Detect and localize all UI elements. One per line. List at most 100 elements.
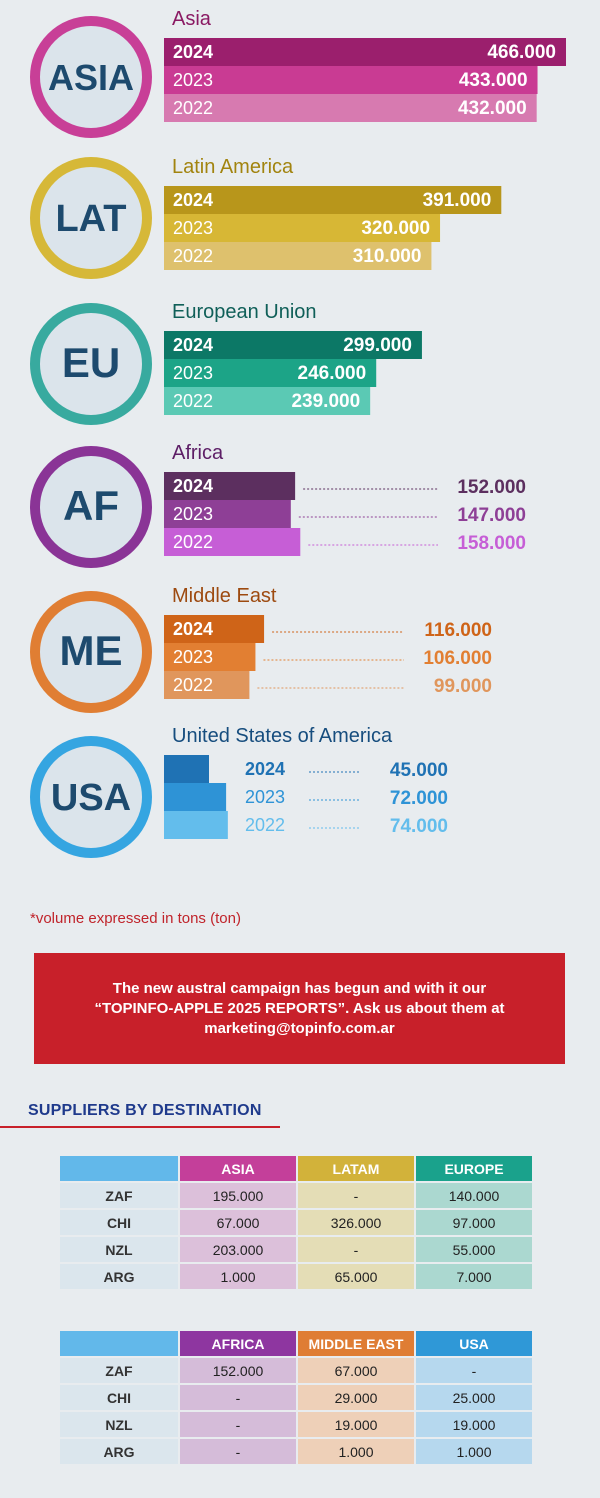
- region-name: Latin America: [172, 156, 294, 178]
- row-label: ZAF: [60, 1183, 178, 1208]
- row-label: NZL: [60, 1412, 178, 1437]
- table-cell: -: [298, 1237, 414, 1262]
- table-cell: 55.000: [416, 1237, 532, 1262]
- region-badge-label: LAT: [55, 198, 126, 240]
- banner-text: The new austral campaign has begun and w…: [94, 979, 505, 1037]
- bar-year-label: 2022: [173, 675, 213, 695]
- data-bar: [164, 94, 537, 122]
- bar-value-label: 310.000: [353, 246, 422, 267]
- bar-value-label: 391.000: [423, 190, 492, 211]
- region-badge-circle: [30, 303, 152, 425]
- data-bar: [164, 528, 301, 556]
- table-cell: 326.000: [298, 1210, 414, 1235]
- bar-value-label: 147.000: [457, 505, 526, 526]
- bar-year-label: 2023: [173, 218, 213, 238]
- data-bar: [164, 331, 422, 359]
- row-label: ZAF: [60, 1358, 178, 1383]
- table-cell: -: [298, 1183, 414, 1208]
- region-badge-label: USA: [51, 777, 131, 819]
- data-bar: [164, 783, 227, 811]
- suppliers-title-underline: [0, 1126, 280, 1128]
- bar-value-label: 74.000: [390, 816, 448, 837]
- region-badge-label: ASIA: [48, 57, 134, 98]
- bar-value-label: 116.000: [424, 620, 492, 641]
- bar-value-label: 239.000: [291, 391, 360, 412]
- suppliers-table-1: ASIA LATAM EUROPE ZAF 195.000 - 140.000 …: [58, 1154, 534, 1291]
- bar-value-label: 45.000: [390, 760, 448, 781]
- data-bar: [164, 755, 209, 783]
- data-bar: [164, 472, 296, 500]
- col-header: LATAM: [298, 1156, 414, 1181]
- data-bar: [164, 811, 228, 839]
- region-badge-circle: [30, 16, 152, 138]
- table-row: ARG - 1.000 1.000: [60, 1439, 532, 1464]
- data-bar: [164, 242, 432, 270]
- region-badge-circle: [30, 446, 152, 568]
- table-cell: 25.000: [416, 1385, 532, 1410]
- bar-value-label: 158.000: [457, 533, 526, 554]
- bar-year-label: 2023: [173, 70, 213, 90]
- table-cell: 195.000: [180, 1183, 296, 1208]
- row-label: ARG: [60, 1264, 178, 1289]
- table-cell: 67.000: [298, 1358, 414, 1383]
- bar-year-label: 2022: [173, 98, 213, 118]
- data-bar: [164, 387, 371, 415]
- col-header: EUROPE: [416, 1156, 532, 1181]
- table-row: NZL 203.000 - 55.000: [60, 1237, 532, 1262]
- bar-value-label: 99.000: [434, 676, 492, 697]
- region-badge-circle: [30, 157, 152, 279]
- table-cell: -: [180, 1412, 296, 1437]
- bar-year-label: 2023: [173, 504, 213, 524]
- bar-value-label: 432.000: [458, 98, 527, 119]
- bar-year-label: 2022: [173, 246, 213, 266]
- table-cell: 1.000: [416, 1439, 532, 1464]
- table-cell: 19.000: [416, 1412, 532, 1437]
- region-badge-label: AF: [63, 482, 119, 529]
- table-row: CHI 67.000 326.000 97.000: [60, 1210, 532, 1235]
- data-bar: [164, 500, 291, 528]
- bar-value-label: 466.000: [487, 42, 556, 63]
- table-cell: 203.000: [180, 1237, 296, 1262]
- table-cell: 1.000: [298, 1439, 414, 1464]
- region-name: Middle East: [172, 585, 277, 607]
- table-cell: 67.000: [180, 1210, 296, 1235]
- table-row: CHI - 29.000 25.000: [60, 1385, 532, 1410]
- bar-year-label: 2022: [173, 391, 213, 411]
- bar-value-label: 433.000: [459, 70, 528, 91]
- bar-value-label: 72.000: [390, 788, 448, 809]
- data-bar: [164, 359, 377, 387]
- campaign-banner: The new austral campaign has begun and w…: [34, 953, 565, 1064]
- region-name: European Union: [172, 301, 317, 323]
- region-badge-circle: [30, 736, 152, 858]
- region-badge-label: ME: [60, 627, 123, 674]
- row-label: CHI: [60, 1385, 178, 1410]
- bar-year-label: 2024: [173, 190, 213, 210]
- data-bar: [164, 214, 441, 242]
- bar-value-label: 320.000: [361, 218, 430, 239]
- table-corner: [60, 1156, 178, 1181]
- data-bar: [164, 671, 250, 699]
- col-header: MIDDLE EAST: [298, 1331, 414, 1356]
- table-cell: 97.000: [416, 1210, 532, 1235]
- col-header: ASIA: [180, 1156, 296, 1181]
- volume-note: *volume expressed in tons (ton): [30, 910, 241, 927]
- table-cell: 29.000: [298, 1385, 414, 1410]
- bar-year-label: 2024: [173, 619, 213, 639]
- table-row: NZL - 19.000 19.000: [60, 1412, 532, 1437]
- table-row: ZAF 195.000 - 140.000: [60, 1183, 532, 1208]
- table-cell: 7.000: [416, 1264, 532, 1289]
- row-label: CHI: [60, 1210, 178, 1235]
- data-bar: [164, 643, 256, 671]
- data-bar: [164, 38, 566, 66]
- table-row: ZAF 152.000 67.000 -: [60, 1358, 532, 1383]
- table-cell: -: [180, 1385, 296, 1410]
- bar-value-label: 246.000: [298, 363, 367, 384]
- table-cell: 152.000: [180, 1358, 296, 1383]
- row-label: ARG: [60, 1439, 178, 1464]
- table-cell: 65.000: [298, 1264, 414, 1289]
- region-name: Africa: [172, 442, 224, 464]
- table-corner: [60, 1331, 178, 1356]
- table-cell: 19.000: [298, 1412, 414, 1437]
- bar-value-label: 106.000: [423, 648, 492, 669]
- table-cell: 1.000: [180, 1264, 296, 1289]
